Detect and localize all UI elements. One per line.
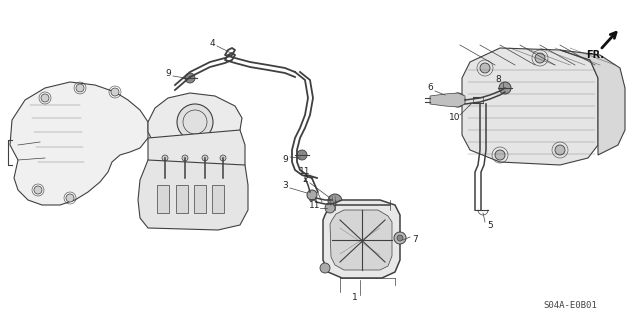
Circle shape	[66, 194, 74, 202]
Circle shape	[111, 88, 119, 96]
Text: 4: 4	[209, 39, 215, 48]
Text: 7: 7	[412, 235, 418, 244]
Text: 1: 1	[352, 293, 358, 302]
Text: 9: 9	[282, 155, 288, 165]
Circle shape	[185, 73, 195, 83]
Bar	[194, 185, 206, 213]
Text: 11: 11	[309, 201, 321, 210]
Polygon shape	[430, 93, 465, 107]
Bar	[157, 185, 169, 213]
Circle shape	[162, 155, 168, 161]
Circle shape	[325, 203, 335, 213]
Circle shape	[495, 150, 505, 160]
Polygon shape	[560, 50, 625, 155]
Polygon shape	[148, 130, 245, 185]
Circle shape	[297, 150, 307, 160]
Text: S04A-E0B01: S04A-E0B01	[543, 300, 597, 309]
Circle shape	[202, 155, 208, 161]
Text: 5: 5	[487, 220, 493, 229]
Circle shape	[451, 93, 465, 107]
Circle shape	[177, 104, 213, 140]
Text: FR.: FR.	[586, 50, 604, 60]
Circle shape	[535, 53, 545, 63]
Polygon shape	[138, 160, 248, 230]
Circle shape	[182, 155, 188, 161]
Text: 11: 11	[300, 167, 311, 176]
Circle shape	[76, 84, 84, 92]
Text: 10: 10	[449, 114, 461, 122]
Bar	[176, 185, 188, 213]
Circle shape	[328, 194, 342, 208]
Polygon shape	[10, 82, 148, 205]
Circle shape	[555, 145, 565, 155]
Bar	[212, 185, 224, 213]
Circle shape	[480, 63, 490, 73]
Circle shape	[320, 263, 330, 273]
Text: 6: 6	[427, 84, 433, 93]
Text: 8: 8	[495, 76, 501, 85]
Polygon shape	[148, 93, 242, 152]
Polygon shape	[330, 210, 392, 270]
Circle shape	[499, 82, 511, 94]
Text: 2: 2	[302, 175, 308, 184]
Text: 9: 9	[165, 69, 171, 78]
Circle shape	[394, 232, 406, 244]
Polygon shape	[462, 48, 598, 165]
Circle shape	[307, 190, 317, 200]
Polygon shape	[323, 200, 400, 278]
Circle shape	[41, 94, 49, 102]
Circle shape	[397, 235, 403, 241]
Circle shape	[220, 155, 226, 161]
Circle shape	[34, 186, 42, 194]
Text: 3: 3	[282, 181, 288, 189]
